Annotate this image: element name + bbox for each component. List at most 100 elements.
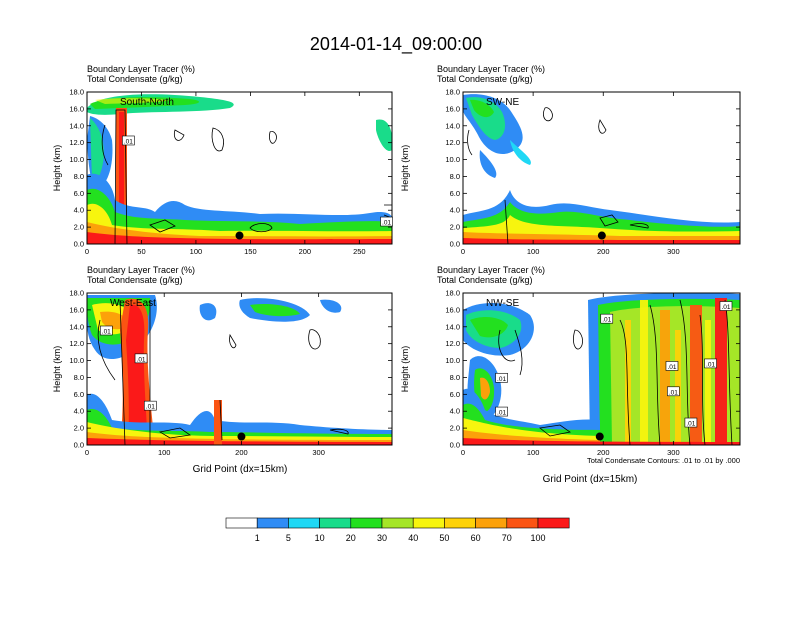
y-tick-label: 12.0 (69, 339, 84, 348)
colorbar-swatch (506, 517, 539, 529)
x-tick-label: 200 (597, 247, 610, 256)
colorbar-label: 10 (315, 533, 325, 543)
x-tick-label: 300 (667, 448, 680, 457)
contour-label-box (600, 313, 614, 324)
contour-label: .01 (497, 410, 506, 417)
panel-header-line2: Total Condensate (g/kg) (87, 275, 183, 285)
panel-header-line2: Total Condensate (g/kg) (87, 74, 183, 84)
plot-frame-nw-se (462, 292, 741, 446)
contour-note: Total Condensate Contours: .01 to .01 by… (587, 456, 740, 465)
y-axis-label: Height (km) (400, 145, 410, 192)
contour-label: .01 (146, 404, 155, 411)
x-tick-label: 100 (527, 448, 540, 457)
panel-west-east: Boundary Layer Tracer (%) Total Condensa… (52, 265, 393, 475)
location-marker (237, 432, 246, 441)
contour-label-box (719, 301, 733, 311)
contour-label-box (665, 361, 679, 371)
y-tick-label: 14.0 (445, 322, 460, 331)
panel-header-line2: Total Condensate (g/kg) (437, 74, 533, 84)
colorbar: 1 5 10 20 30 40 50 60 70 100 (225, 517, 570, 543)
y-tick-label: 6.0 (450, 189, 460, 198)
contour-label-box (122, 135, 135, 146)
colorbar-label: 50 (439, 533, 449, 543)
y-tick-label: 12.0 (445, 339, 460, 348)
y-axis-label: Height (km) (400, 346, 410, 393)
y-tick-label: 16.0 (445, 305, 460, 314)
panel-header-line1: Boundary Layer Tracer (%) (87, 265, 195, 275)
location-marker (235, 231, 244, 240)
x-tick-label: 0 (85, 448, 89, 457)
colorbar-label: 40 (408, 533, 418, 543)
contour-label: .01 (602, 317, 611, 324)
x-tick-label: 250 (353, 247, 366, 256)
field-nw-se (463, 293, 740, 445)
contour-label: .01 (669, 389, 678, 396)
y-tick-label: 8.0 (450, 172, 460, 181)
panel-label-west-east: West-East (110, 298, 156, 309)
colorbar-label: 5 (286, 533, 291, 543)
panel-label-nw-se: NW-SE (486, 298, 519, 309)
contour-label-box (495, 406, 508, 417)
y-tick-label: 16.0 (69, 305, 84, 314)
colorbar-swatch (350, 517, 383, 529)
contour-label-box (144, 400, 157, 411)
y-tick-label: 14.0 (445, 121, 460, 130)
contour-label: .01 (686, 421, 695, 428)
y-tick-label: 4.0 (74, 206, 84, 215)
contour-label-box (667, 386, 680, 397)
contour-label: .01 (124, 138, 133, 145)
contour-label: .01 (721, 304, 730, 311)
figure-title: 2014-01-14_09:00:00 (310, 34, 482, 55)
field-west-east (87, 293, 392, 445)
y-tick-label: 10.0 (445, 356, 460, 365)
x-tick-label: 200 (299, 247, 312, 256)
y-tick-label: 0.0 (450, 441, 460, 450)
x-tick-label: 0 (461, 448, 465, 457)
y-tick-label: 14.0 (69, 322, 84, 331)
y-tick-label: 12.0 (445, 138, 460, 147)
colorbar-swatch (319, 517, 352, 529)
colorbar-swatch (381, 517, 414, 529)
contour-label: .01 (706, 361, 715, 368)
y-tick-label: 10.0 (69, 155, 84, 164)
y-tick-label: 10.0 (445, 155, 460, 164)
plot-frame-sw-ne (462, 91, 741, 245)
x-tick-label: 200 (597, 448, 610, 457)
y-tick-label: 4.0 (450, 407, 460, 416)
colorbar-label: 70 (502, 533, 512, 543)
y-tick-label: 18.0 (69, 88, 84, 97)
colorbar-swatch (537, 517, 570, 529)
y-tick-label: 4.0 (74, 407, 84, 416)
contour-label-box (380, 216, 393, 227)
colorbar-swatch (225, 517, 258, 529)
colorbar-label: 30 (377, 533, 387, 543)
y-tick-label: 2.0 (450, 223, 460, 232)
colorbar-swatch (412, 517, 445, 529)
y-tick-label: 14.0 (69, 121, 84, 130)
panel-nw-se: Boundary Layer Tracer (%) Total Condensa… (400, 265, 741, 485)
y-tick-label: 6.0 (74, 390, 84, 399)
y-tick-label: 2.0 (74, 223, 84, 232)
contour-label-box (704, 358, 717, 369)
plot-frame-west-east (86, 292, 393, 446)
x-tick-label: 300 (312, 448, 325, 457)
x-tick-label: 100 (190, 247, 203, 256)
y-tick-label: 0.0 (450, 240, 460, 249)
y-tick-label: 18.0 (445, 88, 460, 97)
field-south-north (87, 92, 392, 244)
y-tick-label: 12.0 (69, 138, 84, 147)
panel-header-line1: Boundary Layer Tracer (%) (87, 64, 195, 74)
y-tick-label: 16.0 (445, 104, 460, 113)
x-axis-label: Grid Point (dx=15km) (193, 464, 288, 475)
y-tick-label: 2.0 (450, 424, 460, 433)
contour-label: .01 (102, 329, 111, 336)
y-tick-label: 10.0 (69, 356, 84, 365)
contour-label: .01 (497, 376, 506, 383)
panel-header-line2: Total Condensate (g/kg) (437, 275, 533, 285)
y-tick-label: 8.0 (74, 373, 84, 382)
contour-label: .01 (667, 364, 676, 371)
y-tick-label: 4.0 (450, 206, 460, 215)
y-tick-label: 2.0 (74, 424, 84, 433)
x-tick-label: 100 (158, 448, 171, 457)
y-tick-label: 0.0 (74, 240, 84, 249)
